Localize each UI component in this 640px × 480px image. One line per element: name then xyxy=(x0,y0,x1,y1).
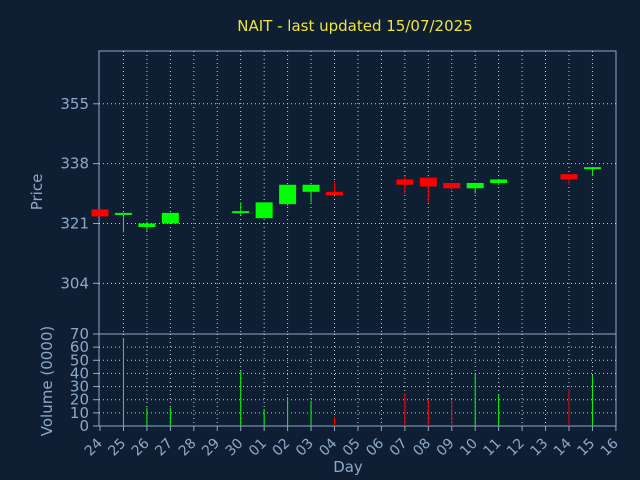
candle-body xyxy=(255,202,273,219)
price-tick-label: 355 xyxy=(60,95,89,113)
candle-body xyxy=(114,212,132,215)
volume-bars xyxy=(122,337,593,426)
x-tick-label: 28 xyxy=(176,436,200,460)
x-axis-label: Day xyxy=(333,458,363,476)
volume-plot-frame xyxy=(98,333,617,427)
volume-axis-label: Volume (0000) xyxy=(38,326,56,436)
candle-body xyxy=(443,182,461,189)
x-tick-label: 11 xyxy=(481,436,505,460)
price-grid xyxy=(99,51,616,334)
x-tick-label: 27 xyxy=(152,436,176,460)
x-tick-label: 05 xyxy=(340,436,364,460)
x-tick-label: 10 xyxy=(457,436,481,460)
volume-grid xyxy=(99,334,616,426)
x-axis: 24 25 26 27 28 29 30 01 02 03 04 05 06 07 08 09 10 11 12 13… xyxy=(82,426,622,459)
x-tick-label: 14 xyxy=(551,435,575,459)
candle-body xyxy=(302,184,320,192)
price-y-axis: 304 321 338 355 xyxy=(60,95,99,292)
x-tick-label: 08 xyxy=(410,436,434,460)
x-tick-label: 30 xyxy=(223,436,247,460)
candle-body xyxy=(326,191,343,196)
price-tick-label: 304 xyxy=(60,274,89,292)
x-tick-label: 25 xyxy=(105,436,129,460)
x-tick-label: 06 xyxy=(363,435,387,459)
x-tick-label: 04 xyxy=(316,435,340,459)
volume-tick-label: 70 xyxy=(70,325,89,343)
candle-body xyxy=(466,182,484,189)
price-tick-label: 338 xyxy=(60,155,89,173)
x-tick-label: 01 xyxy=(246,436,270,460)
volume-tick-label: 10 xyxy=(70,404,89,422)
x-tick-label: 15 xyxy=(574,436,598,460)
volume-tick-label: 50 xyxy=(70,351,89,369)
candle-body xyxy=(490,179,508,183)
x-tick-label: 12 xyxy=(504,436,528,460)
price-tick-label: 321 xyxy=(60,214,89,232)
candle-body xyxy=(583,167,601,170)
candle-body xyxy=(396,179,414,185)
x-tick-label: 16 xyxy=(598,435,622,459)
candle-body xyxy=(279,184,297,205)
candle-body xyxy=(419,177,437,187)
x-tick-label: 02 xyxy=(270,436,294,460)
x-tick-label: 29 xyxy=(199,436,223,460)
candle-body xyxy=(138,223,156,227)
candle-body xyxy=(91,209,109,217)
x-tick-label: 26 xyxy=(129,435,153,459)
volume-tick-label: 30 xyxy=(70,378,89,396)
candle-body xyxy=(560,174,578,180)
chart-title: NAIT - last updated 15/07/2025 xyxy=(237,17,472,35)
volume-tick-label: 0 xyxy=(79,417,89,435)
volume-tick-label: 20 xyxy=(70,391,89,409)
candle-body xyxy=(232,211,250,214)
x-tick-label: 09 xyxy=(434,436,458,460)
volume-tick-label: 40 xyxy=(70,364,89,382)
x-tick-label: 13 xyxy=(527,436,551,460)
candles xyxy=(91,167,601,233)
price-axis-label: Price xyxy=(28,174,46,211)
x-tick-label: 07 xyxy=(387,436,411,460)
x-tick-label: 03 xyxy=(293,436,317,460)
candle-body xyxy=(161,212,179,224)
x-tick-label: 24 xyxy=(82,435,106,459)
volume-tick-label: 60 xyxy=(70,338,89,356)
